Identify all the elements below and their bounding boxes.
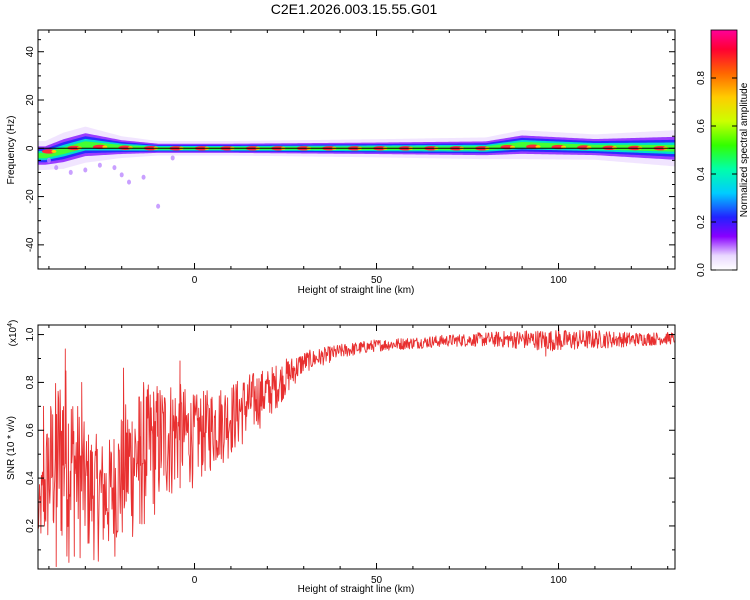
ytick-label: -40 (25, 237, 36, 252)
snr-axis-ticks: 0.2 0.4 0.6 0.8 1.0 (25, 327, 675, 551)
ytick-label: 0.8 (25, 375, 36, 389)
snr-series-line (38, 325, 675, 568)
colorbar-tick-label: 0.8 (696, 71, 707, 85)
ytick-label: 1.0 (25, 327, 36, 341)
spectrogram-frame (37, 29, 676, 270)
multiplier-exponent: 4 (7, 323, 14, 327)
ridge-peak-highlight (127, 146, 133, 150)
colorbar-tick-label: 0.6 (696, 119, 707, 133)
ridge-peak-highlight (535, 145, 541, 149)
chart-title: C2E1.2026.003.15.55.G01 (271, 1, 438, 17)
xtick-label: 100 (550, 575, 567, 586)
colorbar-tick-label: 0.2 (696, 215, 707, 229)
sparse-spot (119, 172, 124, 178)
xtick-label: 50 (371, 575, 383, 586)
sparse-spot (54, 165, 59, 171)
sparse-spot (170, 155, 175, 161)
ytick-label: 20 (25, 94, 36, 106)
spectrogram-ridge (38, 126, 675, 209)
height-axis-ticks-top: 0 50 100 (48, 30, 669, 286)
height-axis-label-bottom: Height of straight line (km) (298, 584, 415, 595)
multiplier-base: (x10 (8, 326, 19, 346)
sparse-spot (127, 179, 131, 185)
colorbar: 0.0 0.2 0.4 0.6 0.8 Normalized spectral ampl… (696, 29, 750, 277)
height-axis-ticks-bottom: 0 50 100 (48, 325, 669, 586)
snr-multiplier-label: (x104) (7, 320, 19, 347)
snr-panel: 0.2 0.4 0.6 0.8 1.0 0 50 100 SNR (10 * v/v) (x… (6, 320, 676, 595)
ridge-peak-highlight (51, 149, 57, 153)
snr-axis-label: SNR (10 * v/v) (6, 416, 17, 480)
sparse-spot (97, 162, 102, 168)
xtick-label: 50 (371, 275, 383, 286)
colorbar-tick-label: 0.0 (696, 263, 707, 277)
ridge-peak-highlight (102, 145, 108, 149)
ytick-label: -20 (25, 189, 36, 204)
sparse-spot (68, 169, 73, 175)
sparse-spot (83, 167, 88, 173)
frequency-axis-ticks: -40 -20 0 20 40 (25, 39, 675, 258)
snr-frame (37, 324, 676, 570)
sparse-spot (156, 203, 161, 209)
colorbar-ticks: 0.0 0.2 0.4 0.6 0.8 (696, 71, 737, 277)
colorbar-label: Normalized spectral amplitude (739, 82, 750, 217)
colorbar-gradient (710, 29, 738, 271)
ytick-label: 0.4 (25, 471, 36, 485)
ytick-label: 0 (25, 145, 36, 151)
sparse-low-amplitude-spots (46, 155, 175, 209)
sparse-spot (141, 174, 146, 180)
xtick-label: 0 (192, 275, 198, 286)
ytick-label: 0.2 (25, 519, 36, 533)
xtick-label: 0 (192, 575, 198, 586)
colorbar-tick-label: 0.4 (696, 167, 707, 181)
spectrogram-panel: -40 -20 0 20 40 0 50 100 Frequency (Hz) Height… (6, 29, 676, 296)
height-axis-label-top: Height of straight line (km) (298, 285, 415, 296)
frequency-axis-label: Frequency (Hz) (6, 116, 17, 185)
ytick-label: 0.6 (25, 423, 36, 437)
sparse-spot (46, 157, 51, 163)
multiplier-close: ) (8, 320, 19, 323)
ytick-label: 40 (25, 46, 36, 58)
sparse-spot (112, 165, 117, 171)
xtick-label: 100 (550, 275, 567, 286)
